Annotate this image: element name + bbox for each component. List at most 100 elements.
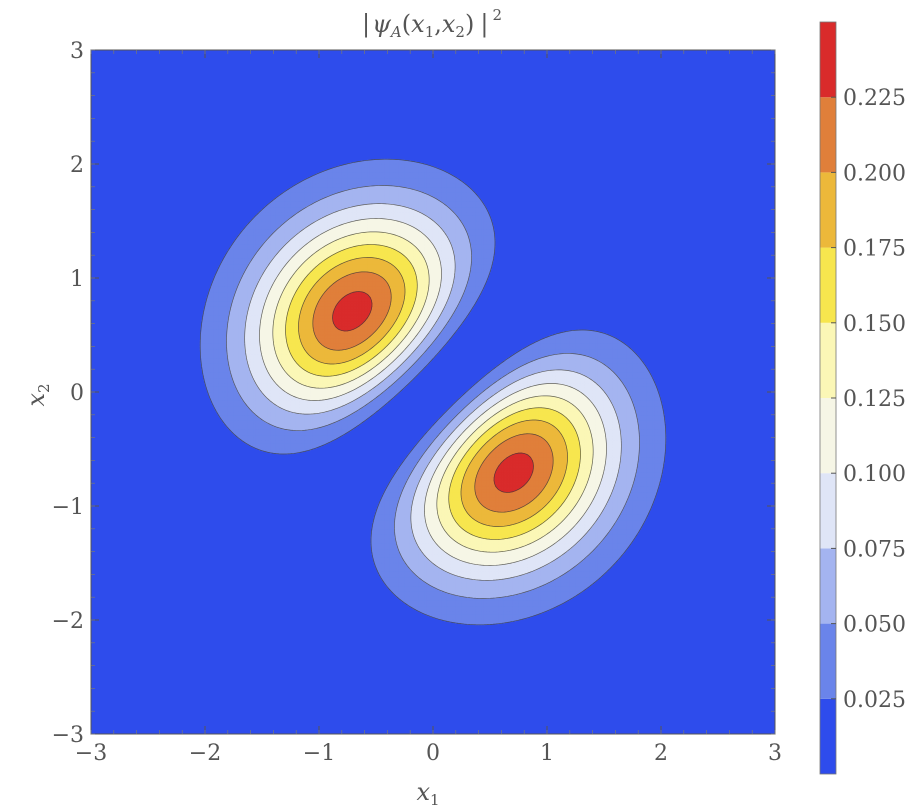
- contour-band-cell: [540, 591, 545, 595]
- contour-band-cell: [441, 340, 445, 344]
- contour-band-cell: [464, 220, 468, 225]
- contour-band-cell: [455, 611, 459, 615]
- contour-band-cell: [429, 602, 434, 607]
- contour-band-cell: [261, 428, 266, 433]
- contour-band-cell: [267, 440, 271, 444]
- contour-band-cell: [372, 528, 377, 533]
- contour-band-cell: [392, 565, 397, 570]
- contour-band-cell: [241, 232, 246, 236]
- contour-band-cell: [267, 448, 271, 453]
- contour-band-cell: [597, 551, 602, 555]
- contour-band-cell: [290, 448, 294, 453]
- contour-band-cell: [535, 588, 539, 592]
- contour-band-cell: [634, 357, 639, 361]
- contour-band-cell: [310, 437, 314, 441]
- contour-band-cell: [421, 186, 425, 190]
- contour-band-cell: [637, 405, 642, 410]
- contour-band-cell: [481, 283, 485, 287]
- contour-band-cell: [643, 405, 648, 410]
- contour-band-cell: [469, 294, 474, 299]
- contour-band-cell: [592, 562, 596, 567]
- contour-band-cell: [475, 206, 479, 210]
- contour-band-cell: [657, 417, 662, 421]
- contour-band-cell: [455, 599, 459, 604]
- contour-band-cell: [429, 588, 434, 592]
- contour-band-cell: [290, 189, 294, 193]
- contour-band-cell: [526, 596, 531, 601]
- contour-band-cell: [637, 394, 642, 399]
- contour-band-cell: [324, 434, 328, 438]
- contour-band-cell: [432, 602, 437, 607]
- contour-band-cell: [529, 611, 534, 615]
- contour-band-cell: [603, 351, 608, 356]
- contour-band-cell: [338, 177, 343, 182]
- contour-band-cell: [375, 534, 380, 538]
- contour-band-cell: [258, 226, 263, 230]
- contour-band-cell: [301, 203, 306, 208]
- contour-band-cell: [233, 243, 237, 247]
- contour-band-cell: [424, 442, 428, 447]
- contour-band-cell: [332, 189, 337, 193]
- contour-band-cell: [560, 599, 565, 604]
- contour-band-cell: [278, 212, 283, 216]
- contour-band-cell: [261, 209, 266, 213]
- contour-band-cell: [483, 223, 488, 228]
- contour-band-cell: [558, 588, 562, 592]
- contour-band-cell: [660, 460, 665, 464]
- contour-band-cell: [384, 491, 388, 495]
- contour-band-cell: [492, 605, 497, 609]
- contour-band-cell: [210, 348, 214, 353]
- contour-band-cell: [498, 371, 502, 376]
- contour-band-cell: [626, 539, 631, 544]
- contour-band-cell: [489, 234, 494, 239]
- contour-band-cell: [318, 192, 323, 196]
- contour-band-cell: [236, 408, 240, 413]
- contour-band-cell: [606, 351, 611, 356]
- contour-band-cell: [660, 414, 665, 418]
- contour-band-cell: [392, 545, 397, 550]
- contour-band-cell: [555, 591, 559, 595]
- contour-band-cell: [216, 340, 220, 344]
- contour-band-cell: [441, 192, 445, 196]
- contour-band-cell: [392, 494, 397, 498]
- contour-band-cell: [475, 391, 479, 396]
- contour-band-cell: [438, 602, 442, 607]
- contour-band-cell: [375, 511, 380, 515]
- contour-band-cell: [563, 346, 568, 350]
- contour-band-cell: [603, 539, 608, 544]
- contour-band-cell: [646, 454, 650, 458]
- contour-band-cell: [238, 249, 243, 253]
- contour-band-cell: [615, 551, 619, 555]
- contour-band-cell: [216, 291, 220, 296]
- contour-band-cell: [204, 348, 209, 353]
- contour-band-cell: [284, 203, 288, 208]
- contour-band-cell: [600, 556, 605, 561]
- contour-band-cell: [466, 197, 471, 202]
- contour-band-cell: [287, 195, 291, 199]
- contour-band-cell: [461, 599, 465, 604]
- contour-band-cell: [478, 605, 482, 609]
- contour-band-cell: [412, 593, 417, 598]
- contour-band-cell: [224, 394, 229, 399]
- contour-band-cell: [509, 599, 514, 604]
- contour-band-cell: [632, 377, 636, 381]
- contour-band-cell: [218, 363, 223, 367]
- contour-band-cell: [227, 388, 231, 393]
- contour-band-cell: [321, 177, 326, 182]
- contour-band-cell: [632, 363, 636, 367]
- contour-band-cell: [512, 613, 517, 618]
- contour-band-cell: [512, 596, 517, 601]
- contour-band-cell: [284, 200, 288, 205]
- contour-band-cell: [409, 588, 414, 592]
- contour-band-cell: [626, 511, 631, 515]
- contour-band-cell: [652, 403, 656, 407]
- contour-band-cell: [444, 596, 448, 601]
- contour-band-cell: [387, 528, 391, 533]
- contour-band-cell: [344, 425, 348, 430]
- contour-band-cell: [384, 497, 388, 501]
- contour-band-cell: [426, 611, 431, 615]
- contour-band-cell: [657, 403, 662, 407]
- contour-band-cell: [643, 462, 648, 467]
- contour-band-cell: [250, 229, 254, 233]
- contour-band-cell: [361, 177, 365, 182]
